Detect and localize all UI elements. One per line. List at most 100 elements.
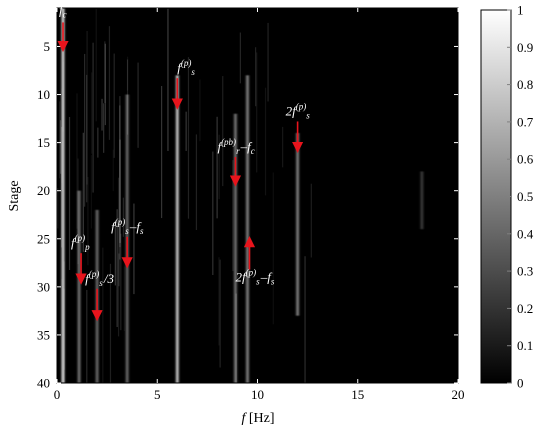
texture-streak — [219, 259, 221, 368]
texture-streak — [264, 87, 267, 196]
texture-streak — [114, 220, 116, 286]
texture-streak — [126, 56, 129, 91]
colorbar-tick-label: 0.8 — [517, 77, 533, 92]
texture-streak — [86, 74, 88, 203]
texture-streak — [239, 32, 241, 84]
annotation-label: f(p)s — [177, 58, 196, 77]
texture-streak — [84, 53, 86, 207]
texture-streak — [91, 72, 93, 154]
annotation-label: f(pb)r –fc — [217, 137, 255, 156]
texture-streak — [137, 62, 139, 148]
texture-streak — [63, 288, 65, 383]
colorbar-tick-label: 0 — [517, 376, 524, 391]
texture-streak — [95, 9, 97, 122]
y-tick-label: 25 — [37, 231, 50, 246]
annotation-label: fc — [59, 2, 68, 19]
texture-streak — [187, 57, 190, 219]
y-tick-label: 30 — [37, 279, 50, 294]
texture-streak — [222, 76, 224, 187]
x-tick-label: 15 — [351, 387, 364, 402]
texture-streak — [282, 126, 284, 168]
texture-streak — [199, 79, 201, 142]
spectral-line — [246, 75, 249, 384]
texture-streak — [232, 160, 234, 272]
annotation-label: 2f(p)s –fs — [235, 268, 275, 287]
annotations: fc f(p)s 2f(p)s f(pb)r –fc f(p)p f(p)s –… — [57, 2, 311, 322]
texture-streak — [61, 141, 63, 192]
colorbar-ticks: 0 0.1 0.2 0.3 0.4 0.5 0.6 0.7 0.8 0.9 1 — [507, 3, 534, 391]
texture-streak — [212, 151, 214, 275]
texture-streak — [59, 101, 61, 179]
colorbar-tick-label: 0.2 — [517, 301, 533, 316]
texture-streak — [117, 177, 120, 337]
texture-streak — [61, 126, 63, 248]
texture-streak — [160, 85, 163, 219]
y-tick-label: 15 — [37, 135, 50, 150]
spectral-line — [61, 8, 65, 383]
spectral-line — [234, 113, 237, 384]
x-tick-label: 10 — [251, 387, 264, 402]
texture-streak — [116, 209, 118, 327]
texture-streak — [63, 261, 65, 370]
texture-streak — [118, 253, 120, 287]
texture-streak — [104, 43, 106, 126]
x-axis-label: f [Hz] — [241, 411, 274, 426]
texture-streak — [77, 158, 79, 265]
texture-streak — [68, 116, 71, 270]
texture-streak — [113, 53, 115, 158]
texture-streak — [108, 26, 111, 140]
x-tick-label: 0 — [54, 387, 61, 402]
texture-streak — [195, 134, 198, 231]
x-tick-label: 20 — [452, 387, 465, 402]
texture-streak — [57, 188, 59, 229]
texture-streak — [120, 233, 122, 331]
y-tick-label: 5 — [44, 39, 51, 54]
texture-streak — [119, 96, 121, 248]
annotation-label: f(p)p — [71, 233, 91, 252]
texture-streak — [272, 172, 274, 325]
colorbar-tick-label: 1 — [517, 3, 524, 18]
texture-streak — [167, 8, 169, 151]
texture-streak — [109, 263, 112, 383]
texture-streak — [59, 120, 62, 174]
texture-streak — [61, 278, 63, 383]
colorbar-tick-label: 0.4 — [517, 226, 534, 241]
texture-streak — [87, 176, 89, 266]
texture-streak — [267, 22, 269, 102]
texture-streak — [101, 98, 103, 131]
texture-streak — [310, 183, 312, 258]
colorbar-tick-label: 0.7 — [517, 114, 534, 129]
texture-streak — [102, 247, 104, 383]
texture-streak — [255, 47, 257, 107]
colorbar-tick-label: 0.9 — [517, 40, 533, 55]
texture-streak — [104, 41, 106, 103]
texture-streak — [216, 116, 218, 219]
texture-streak — [62, 61, 64, 132]
texture-streak — [235, 293, 237, 383]
spectral-line — [176, 75, 179, 384]
texture-streak — [92, 42, 94, 193]
texture-streak — [90, 155, 93, 229]
x-tick-label: 5 — [154, 387, 161, 402]
texture-streak — [119, 139, 121, 243]
colorbar-tick-label: 0.1 — [517, 338, 533, 353]
texture-streak — [86, 289, 88, 383]
y-tick-label: 35 — [37, 327, 50, 342]
colorbar-tick-label: 0.5 — [517, 189, 533, 204]
annotation-label: 2f(p)s — [286, 101, 311, 120]
texture-streak — [119, 105, 121, 260]
x-axis-ticks: 0 5 10 15 20 — [54, 8, 465, 402]
texture-streak — [122, 197, 124, 237]
texture-streak — [86, 30, 88, 185]
texture-streak — [304, 256, 306, 383]
plot-area — [57, 8, 458, 383]
spectral-line — [420, 171, 424, 230]
texture-streak — [97, 127, 99, 158]
y-tick-label: 10 — [37, 87, 50, 102]
background-texture — [57, 8, 312, 383]
colorbar — [480, 9, 512, 384]
texture-streak — [123, 266, 125, 331]
texture-streak — [112, 149, 114, 192]
texture-streak — [256, 52, 258, 173]
